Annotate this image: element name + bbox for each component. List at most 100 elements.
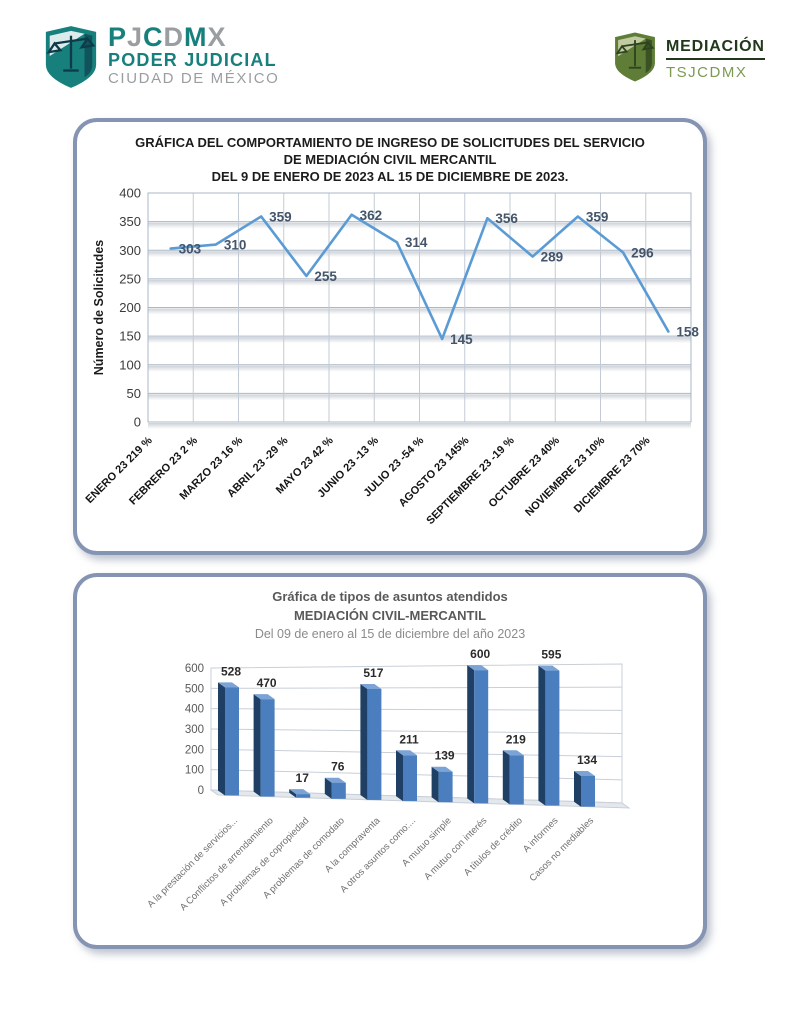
y-tick-label: 350 [119, 214, 141, 229]
acronym-letter: X [207, 22, 227, 52]
x-category-label: A mutuo con interés [422, 815, 489, 882]
data-point-label: 359 [586, 209, 609, 224]
bar-front-face [509, 755, 524, 805]
bar-value-label: 76 [331, 760, 345, 774]
bar-top-face [253, 694, 275, 700]
y-tick-label: 0 [198, 785, 204, 797]
bar-front-face [296, 794, 311, 798]
series-line [169, 213, 670, 341]
bar-side-face [467, 665, 475, 804]
bar-value-label: 600 [470, 647, 490, 661]
y-tick-label: 400 [185, 704, 204, 716]
bar-side-face [324, 777, 332, 799]
x-category-label: Casos no mediables [527, 815, 596, 884]
bar-side-face [396, 750, 403, 802]
pjcdmx-logo: PJCDMX PODER JUDICIAL CIUDAD DE MÉXICO [42, 24, 279, 90]
y-tick-label: 500 [185, 683, 204, 695]
data-point-label: 145 [450, 332, 473, 347]
bar-side-face [218, 682, 225, 796]
bar-front-face [367, 688, 382, 800]
bar-value-label: 219 [506, 732, 526, 746]
bar-side-face [253, 694, 261, 797]
acronym-letter: M [184, 22, 208, 52]
x-category-label: SEPTIEMBRE 23 -19 % [424, 434, 516, 526]
bar-chart-title: Gráfica de tipos de asuntos atendidos ME… [77, 587, 703, 644]
bar-front-face [403, 755, 417, 802]
data-point-label: 289 [541, 250, 564, 265]
bar-top-face [467, 665, 489, 671]
bar-top-face [360, 683, 382, 689]
data-point-label: 255 [314, 269, 337, 284]
x-category-label: DICIEMBRE 23 70% [572, 434, 653, 515]
line-chart-title-line2: DE MEDIACIÓN CIVIL MERCANTIL [283, 152, 497, 167]
y-tick-label: 250 [119, 271, 141, 286]
y-tick-label: 300 [185, 724, 204, 736]
bar-side-face [289, 789, 297, 798]
bar-value-label: 595 [541, 648, 561, 662]
bar-side-face [431, 766, 439, 803]
line-chart-panel: GRÁFICA DEL COMPORTAMIENTO DE INGRESO DE… [73, 118, 707, 555]
y-axis-title: Número de Solicitudes [92, 240, 106, 375]
acronym-letter: P [108, 22, 128, 52]
data-point-label: 314 [405, 235, 428, 250]
bar-front-face [438, 771, 453, 803]
y-tick-label: 0 [134, 415, 141, 430]
mediacion-logo-text: MEDIACIÓN TSJCDMX [666, 30, 765, 81]
plot-border [147, 192, 692, 423]
line-chart-title-line1: GRÁFICA DEL COMPORTAMIENTO DE INGRESO DE… [135, 135, 645, 150]
bar-chart-title-line2: MEDIACIÓN CIVIL-MERCANTIL [293, 608, 487, 623]
bar-front-face [225, 687, 239, 796]
mediacion-label: MEDIACIÓN [666, 38, 765, 60]
bar-value-label: 528 [221, 664, 241, 678]
data-point-label: 359 [269, 209, 292, 224]
data-point-label: 303 [179, 242, 202, 257]
bar-value-label: 470 [257, 676, 277, 690]
data-point-label: 362 [360, 208, 383, 223]
line-chart-title: GRÁFICA DEL COMPORTAMIENTO DE INGRESO DE… [77, 134, 703, 185]
acronym-letter: D [163, 22, 185, 52]
bar-front-face [545, 670, 560, 806]
y-tick-label: 100 [185, 765, 204, 777]
bar-value-label: 17 [296, 771, 310, 785]
bar-side-face [502, 750, 510, 805]
y-tick-label: 400 [119, 186, 141, 201]
line-chart: 0 50 100 150 200 250 300 350 400 Número de Solici… [84, 186, 700, 527]
y-tick-label: 200 [185, 744, 204, 756]
ciudad-de-mexico-label: CIUDAD DE MÉXICO [108, 70, 280, 87]
line-chart-title-line3: DEL 9 DE ENERO DE 2023 AL 15 DE DICIEMBR… [211, 169, 569, 184]
bar-chart-panel: Gráfica de tipos de asuntos atendidos ME… [73, 573, 707, 949]
bar-value-label: 517 [363, 666, 383, 680]
bar-value-label: 139 [435, 749, 455, 763]
bar-top-face [289, 789, 311, 795]
data-point-label: 310 [224, 238, 247, 253]
bar-front-face [581, 775, 595, 807]
bar-top-face [218, 682, 239, 688]
pjcdmx-shield-icon [45, 26, 97, 88]
acronym-letter: C [143, 22, 164, 52]
bar-side-face [574, 770, 581, 807]
y-tick-label: 150 [119, 329, 141, 344]
bar-top-face [574, 770, 595, 776]
pjcdmx-logo-text: PJCDMX PODER JUDICIAL CIUDAD DE MÉXICO [108, 24, 279, 88]
bar-top-face [502, 750, 524, 756]
bar-top-face [396, 750, 417, 756]
bar-chart-title-line1: Gráfica de tipos de asuntos atendidos [272, 589, 508, 604]
bar-front-face [474, 670, 489, 804]
mediacion-shield-icon [615, 32, 655, 82]
y-tick-label: 600 [185, 663, 204, 675]
data-point-label: 296 [631, 246, 654, 261]
y-tick-label: 200 [119, 300, 141, 315]
y-tick-label: 50 [127, 386, 141, 401]
mediacion-logo: MEDIACIÓN TSJCDMX [612, 30, 765, 84]
bar-value-label: 134 [577, 753, 597, 767]
bar-front-face [260, 699, 275, 797]
bar-top-face [431, 766, 453, 772]
acronym-letter: J [127, 22, 144, 52]
bar-chart-period: Del 09 de enero al 15 de diciembre del a… [254, 627, 526, 641]
pjcdmx-acronym: PJCDMX [108, 22, 279, 52]
grid-band [148, 423, 691, 429]
bar-top-face [324, 777, 346, 783]
poder-judicial-label: PODER JUDICIAL [108, 50, 277, 70]
